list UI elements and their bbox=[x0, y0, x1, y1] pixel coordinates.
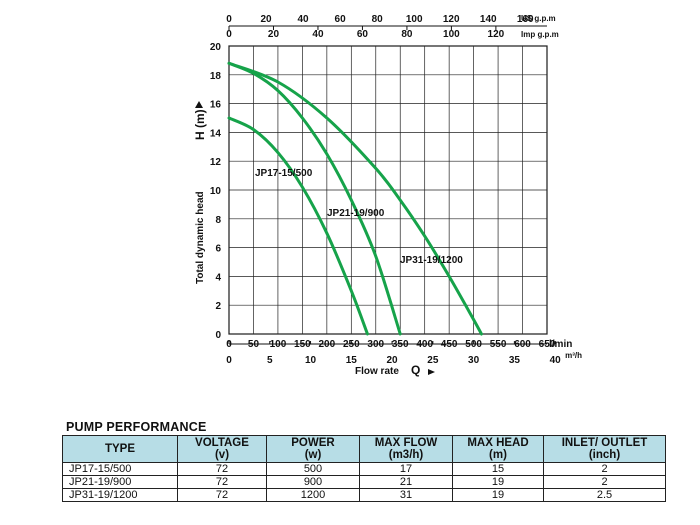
y-axis-symbol: H (m) bbox=[193, 109, 207, 140]
header-inlet-outlet: INLET/ OUTLET (inch) bbox=[543, 435, 666, 463]
m3h-tick-label: 20 bbox=[387, 355, 399, 366]
m3h-tick-label: 35 bbox=[509, 355, 521, 366]
cell-power: 1200 bbox=[266, 488, 360, 502]
imp-gpm-tick-label: 20 bbox=[268, 29, 280, 40]
cell-inlet-outlet: 2 bbox=[543, 475, 666, 489]
performance-header-row: TYPE VOLTAGE (v) POWER (w) MAX FLOW (m3/h) … bbox=[62, 435, 666, 463]
cell-max-flow: 31 bbox=[359, 488, 453, 502]
series-line-jp21-19-900 bbox=[227, 61, 402, 336]
chart-axes: 0501001502002503003504004505005506006500… bbox=[193, 14, 582, 377]
performance-table: TYPE VOLTAGE (v) POWER (w) MAX FLOW (m3/h) … bbox=[62, 435, 666, 502]
y-tick-label: 16 bbox=[210, 100, 222, 111]
m3h-tick-label: 5 bbox=[267, 355, 273, 366]
header-type: TYPE bbox=[62, 435, 178, 463]
y-tick-label: 10 bbox=[210, 186, 222, 197]
cell-max-head: 19 bbox=[452, 488, 544, 502]
y-tick-label: 0 bbox=[215, 330, 221, 341]
x-axis-arrow-icon bbox=[428, 369, 435, 375]
header-voltage: VOLTAGE (v) bbox=[177, 435, 267, 463]
us-gpm-tick-label: 40 bbox=[298, 14, 310, 25]
header-power: POWER (w) bbox=[266, 435, 360, 463]
cell-type: JP21-19/900 bbox=[62, 475, 178, 489]
m3h-tick-label: 25 bbox=[427, 355, 439, 366]
cell-inlet-outlet: 2.5 bbox=[543, 488, 666, 502]
cell-voltage: 72 bbox=[177, 462, 267, 476]
series-label: JP17-15/500 bbox=[255, 168, 313, 179]
y-tick-label: 18 bbox=[210, 71, 222, 82]
x-tick-label: 650 bbox=[539, 339, 556, 350]
m3h-tick-label: 40 bbox=[550, 355, 562, 366]
cell-max-flow: 17 bbox=[359, 462, 453, 476]
chart-curves: JP17-15/500 JP21-19/900 JP31-19/1200 bbox=[227, 61, 483, 336]
us-gpm-tick-label: 120 bbox=[443, 14, 460, 25]
x-axis-label: Flow rate bbox=[355, 366, 399, 377]
m3h-unit-label: m³/h bbox=[565, 351, 582, 360]
series-line-jp31-19-1200 bbox=[227, 61, 483, 336]
imp-gpm-tick-label: 120 bbox=[488, 29, 505, 40]
table-row: JP21-19/900 72 900 21 19 2 bbox=[62, 475, 666, 489]
x-axis-symbol: Q bbox=[411, 363, 420, 377]
us-gpm-tick-label: 160 bbox=[517, 14, 534, 25]
table-row: JP31-19/1200 72 1200 31 19 2.5 bbox=[62, 488, 666, 502]
cell-voltage: 72 bbox=[177, 488, 267, 502]
us-gpm-tick-label: 20 bbox=[260, 14, 272, 25]
pump-curve-chart: JP17-15/500 JP21-19/900 JP31-19/1200 0 5 0 10… bbox=[193, 14, 582, 377]
imp-gpm-unit-label: Imp g.p.m bbox=[521, 30, 559, 39]
m3h-tick-label: 15 bbox=[346, 355, 358, 366]
cell-type: JP17-15/500 bbox=[62, 462, 178, 476]
us-gpm-tick-label: 140 bbox=[480, 14, 497, 25]
cell-power: 500 bbox=[266, 462, 360, 476]
series-line-jp17-15-500 bbox=[227, 116, 369, 336]
series-label: JP21-19/900 bbox=[327, 208, 385, 219]
cell-voltage: 72 bbox=[177, 475, 267, 489]
cell-max-head: 15 bbox=[452, 462, 544, 476]
imp-gpm-tick-label: 80 bbox=[401, 29, 413, 40]
y-tick-label: 4 bbox=[215, 272, 221, 283]
us-gpm-unit-label: US g.p.m bbox=[521, 14, 556, 23]
m3h-tick-label: 10 bbox=[305, 355, 317, 366]
y-tick-label: 12 bbox=[210, 157, 222, 168]
cell-type: JP31-19/1200 bbox=[62, 488, 178, 502]
header-max-flow: MAX FLOW (m3/h) bbox=[359, 435, 453, 463]
m3h-tick-label: 0 bbox=[226, 355, 232, 366]
m3h-tick-label: 30 bbox=[468, 355, 480, 366]
y-tick-label: 2 bbox=[215, 301, 221, 312]
us-gpm-tick-label: 100 bbox=[406, 14, 423, 25]
chart-grid bbox=[228, 45, 548, 335]
table-row: JP17-15/500 72 500 17 15 2 bbox=[62, 462, 666, 476]
imp-gpm-tick-label: 0 bbox=[226, 29, 232, 40]
y-tick-label: 14 bbox=[210, 128, 222, 139]
imp-gpm-tick-label: 40 bbox=[312, 29, 324, 40]
header-max-head: MAX HEAD (m) bbox=[452, 435, 544, 463]
cell-power: 900 bbox=[266, 475, 360, 489]
us-gpm-tick-label: 80 bbox=[372, 14, 384, 25]
us-gpm-tick-label: 60 bbox=[335, 14, 347, 25]
us-gpm-tick-label: 0 bbox=[226, 14, 232, 25]
y-axis-arrow-icon bbox=[195, 101, 203, 108]
y-tick-label: 8 bbox=[215, 215, 221, 226]
performance-title: PUMP PERFORMANCE bbox=[66, 420, 207, 434]
y-axis-label: Total dynamic head bbox=[195, 191, 206, 284]
y-tick-label: 20 bbox=[210, 42, 222, 53]
cell-max-flow: 21 bbox=[359, 475, 453, 489]
cell-max-head: 19 bbox=[452, 475, 544, 489]
x-unit-label: l/min bbox=[549, 339, 572, 350]
y-tick-label: 6 bbox=[215, 244, 221, 255]
series-label: JP31-19/1200 bbox=[400, 255, 463, 266]
imp-gpm-tick-label: 60 bbox=[357, 29, 369, 40]
imp-gpm-tick-label: 100 bbox=[443, 29, 460, 40]
cell-inlet-outlet: 2 bbox=[543, 462, 666, 476]
